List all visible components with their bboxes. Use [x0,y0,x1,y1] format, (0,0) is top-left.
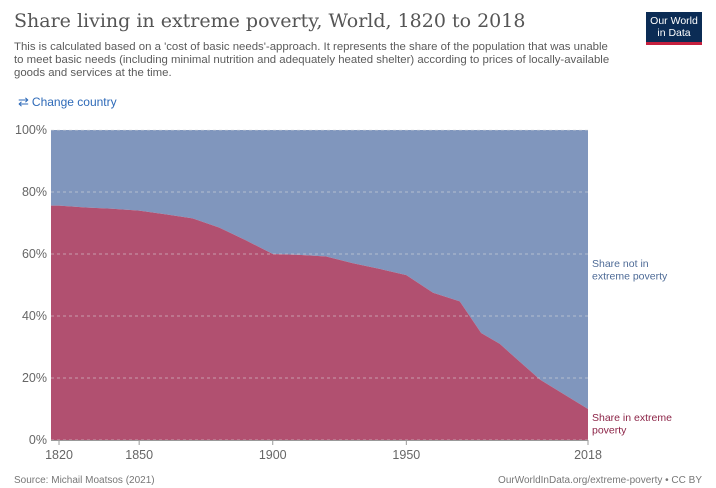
series-label-not-in-extreme-poverty: Share not in extreme poverty [592,258,668,283]
owid-logo[interactable]: Our World in Data [646,12,702,45]
source-note: Source: Michail Moatsos (2021) [14,475,155,486]
y-tick-label: 100% [15,123,47,137]
swap-arrows-icon: ⇄ [18,94,29,109]
y-tick-label: 40% [22,309,47,323]
series-label-line: Share in extreme [592,412,672,424]
series-label-line: Share not in [592,258,649,270]
logo-line-2: in Data [657,27,691,39]
x-tick-label: 1850 [125,448,153,462]
series-label-line: extreme poverty [592,271,668,283]
x-tick-label: 2018 [574,448,602,462]
y-tick-label: 60% [22,247,47,261]
x-tick-label: 1900 [259,448,287,462]
series-label-in-extreme-poverty: Share in extreme poverty [592,412,672,437]
area-share-not-in-extreme-poverty [59,130,588,409]
series-label-line: poverty [592,425,627,437]
x-tick-label: 1820 [45,448,73,462]
change-country-label: Change country [31,95,117,109]
area-edge-top [51,130,60,206]
area-edge-bottom [51,205,60,440]
chart-subtitle: This is calculated based on a 'cost of b… [14,41,610,80]
y-tick-label: 0% [29,433,47,447]
y-tick-label: 20% [22,371,47,385]
source-url[interactable]: OurWorldInData.org/extreme-poverty • CC … [498,475,702,486]
y-tick-label: 80% [22,185,47,199]
change-country-button[interactable]: ⇄ Change country [18,95,117,109]
area-share-in-extreme-poverty [59,205,588,440]
x-tick-label: 1950 [392,448,420,462]
chart-title: Share living in extreme poverty, World, … [14,10,526,32]
logo-line-1: Our World [650,15,698,27]
